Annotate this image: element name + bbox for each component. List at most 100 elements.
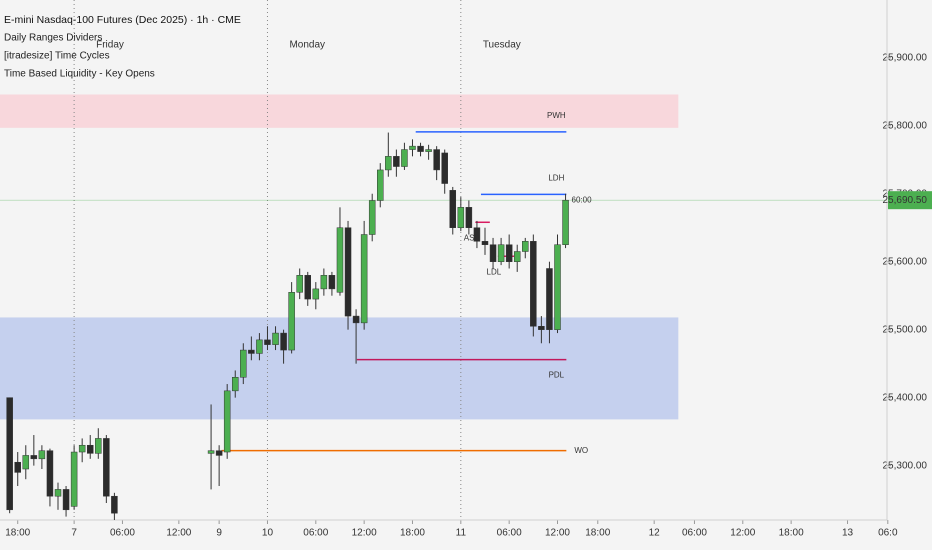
x-tick-label: 12:00 <box>352 528 377 539</box>
candle-body <box>264 339 271 345</box>
candle-body <box>86 444 94 454</box>
candle-body <box>328 275 336 290</box>
level-label: WO <box>574 446 588 455</box>
candle-body <box>409 145 416 150</box>
candle-body <box>562 199 569 245</box>
candle-body <box>30 455 38 460</box>
y-tick-label: 25,600.00 <box>883 256 928 267</box>
candle-body <box>231 377 239 392</box>
y-tick-label: 25,800.00 <box>883 120 928 131</box>
candle-body <box>320 275 328 290</box>
x-tick-label: 9 <box>216 528 222 539</box>
x-tick-label: 7 <box>71 528 77 539</box>
candle-body <box>215 450 223 456</box>
candle-body <box>513 251 521 262</box>
x-tick-label: 12:00 <box>730 528 755 539</box>
candle-body <box>312 288 320 300</box>
y-tick-label: 25,900.00 <box>883 52 928 63</box>
candle-body <box>497 244 505 262</box>
zone <box>0 317 679 420</box>
candle-body <box>530 241 537 327</box>
candle-body <box>256 339 263 354</box>
candle-body <box>78 444 86 453</box>
candle-body <box>14 461 21 473</box>
candle-body <box>489 244 497 262</box>
candle-body <box>344 227 352 317</box>
level-label: PDL <box>549 371 565 380</box>
candle-body <box>360 234 368 324</box>
day-label: Tuesday <box>483 40 521 51</box>
candle-body <box>111 495 118 514</box>
indicator-label: Time Based Liquidity - Key Opens <box>4 69 155 80</box>
candle-body <box>481 241 489 245</box>
x-tick-label: 12:00 <box>166 528 191 539</box>
candle-body <box>54 489 62 497</box>
candle-body <box>546 268 553 330</box>
x-tick-label: 11 <box>456 528 467 539</box>
candle-body <box>288 292 295 351</box>
candle-body <box>473 227 481 242</box>
candle-body <box>538 326 545 330</box>
candle-body <box>62 489 70 511</box>
candle-body <box>385 156 392 171</box>
candle-body <box>95 438 102 454</box>
candle-body <box>6 397 13 511</box>
candle-body <box>46 450 54 497</box>
candle-body <box>505 244 513 262</box>
candle-body <box>441 152 448 184</box>
x-tick-label: 18:00 <box>585 528 610 539</box>
candle-body <box>417 145 424 152</box>
level-label: PWH <box>547 111 566 120</box>
indicator-label: Daily Ranges Dividers <box>4 33 102 44</box>
candle-body <box>433 149 440 171</box>
candle-body <box>522 241 529 252</box>
candle-body <box>336 227 344 293</box>
x-tick-label: 18:00 <box>400 528 425 539</box>
candle-body <box>296 275 303 293</box>
candle-body <box>272 332 279 345</box>
candle-body <box>22 455 30 470</box>
x-tick-label: 12 <box>649 528 661 539</box>
plot-area: Friday Monday Tuesday 25,300.00 25,400.00 25,… <box>0 0 927 539</box>
countdown: 60:00 <box>572 195 593 204</box>
level-label: LDL <box>487 267 502 276</box>
candle-body <box>103 438 110 497</box>
candle-body <box>457 207 465 228</box>
candle-body <box>393 156 400 167</box>
candle-body <box>304 275 312 300</box>
y-tick-label: 25,500.00 <box>883 324 928 335</box>
candle-body <box>352 315 360 324</box>
x-tick-label: 06:00 <box>303 528 328 539</box>
y-tick-label: 25,300.00 <box>883 460 928 471</box>
candle-body <box>368 200 376 235</box>
candle-body <box>449 190 457 228</box>
candle-body <box>401 149 408 167</box>
candle-body <box>465 207 473 228</box>
indicator-label: [itradesize] Time Cycles <box>4 51 110 62</box>
x-tick-label: 18:00 <box>5 528 30 539</box>
candle-body <box>223 390 231 453</box>
x-tick-label: 12:00 <box>545 528 570 539</box>
x-tick-label: 10 <box>262 528 274 539</box>
candle-body <box>554 244 561 330</box>
candle-body <box>240 349 247 378</box>
x-tick-label: 06:00 <box>682 528 707 539</box>
x-tick-label: 06:00 <box>497 528 522 539</box>
y-tick-label: 25,400.00 <box>883 392 928 403</box>
zone <box>0 94 679 128</box>
x-tick-label: 18:00 <box>779 528 804 539</box>
candle-body <box>248 349 255 354</box>
x-tick-label: 06:00 <box>110 528 135 539</box>
day-label: Friday <box>96 40 124 51</box>
candle-body <box>425 149 432 152</box>
candle-body <box>207 450 215 454</box>
chart-title: E-mini Nasdaq-100 Futures (Dec 2025) · 1… <box>4 14 241 26</box>
last-price-box <box>888 191 932 210</box>
x-tick-label: 06:0 <box>878 528 898 539</box>
candle-body <box>70 451 78 507</box>
day-label: Monday <box>289 40 325 51</box>
level-label: ASL <box>464 233 480 242</box>
candle-body <box>377 169 384 201</box>
